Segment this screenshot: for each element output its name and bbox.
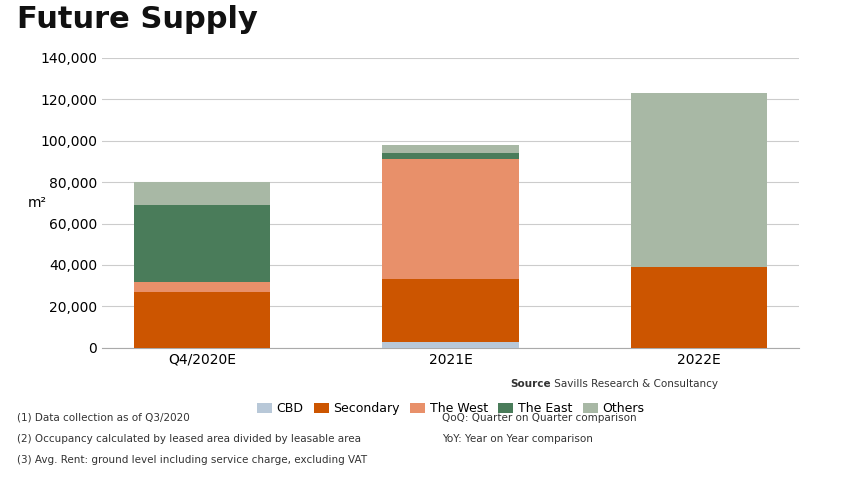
Bar — [631, 267, 768, 348]
Bar — [631, 93, 768, 267]
Bar — [133, 205, 270, 282]
Y-axis label: m²: m² — [28, 196, 47, 210]
Text: YoY: Year on Year comparison: YoY: Year on Year comparison — [442, 434, 592, 444]
Text: (3) Avg. Rent: ground level including service charge, excluding VAT: (3) Avg. Rent: ground level including se… — [17, 455, 367, 465]
Bar — [382, 341, 518, 348]
Text: Future Supply: Future Supply — [17, 5, 258, 34]
Text: (2) Occupancy calculated by leased area divided by leasable area: (2) Occupancy calculated by leased area … — [17, 434, 361, 444]
Bar — [382, 145, 518, 153]
Bar — [133, 292, 270, 348]
Bar — [382, 280, 518, 341]
Bar — [382, 153, 518, 159]
Bar — [133, 282, 270, 292]
Bar — [382, 159, 518, 280]
Bar — [133, 182, 270, 205]
Text: Savills Research & Consultancy: Savills Research & Consultancy — [551, 379, 717, 389]
Text: QoQ: Quarter on Quarter comparison: QoQ: Quarter on Quarter comparison — [442, 413, 637, 423]
Text: Source: Source — [510, 379, 551, 389]
Text: (1) Data collection as of Q3/2020: (1) Data collection as of Q3/2020 — [17, 413, 190, 423]
Legend: CBD, Secondary, The West, The East, Others: CBD, Secondary, The West, The East, Othe… — [252, 398, 649, 421]
